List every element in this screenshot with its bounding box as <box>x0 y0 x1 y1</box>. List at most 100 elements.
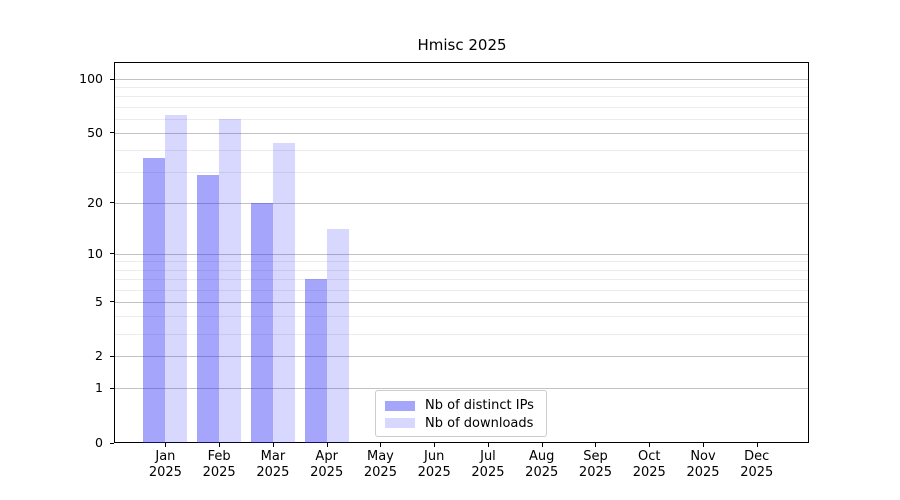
y-axis-tick-label: 100 <box>79 71 103 86</box>
gridline-minor <box>115 172 808 174</box>
x-axis-tick <box>272 443 274 447</box>
x-axis-month: Jul <box>480 449 496 464</box>
y-axis-tick <box>110 387 114 389</box>
x-axis-year: 2025 <box>740 464 774 480</box>
x-axis-year: 2025 <box>310 464 344 480</box>
x-axis-tick-label: Sep 2025 <box>563 449 627 480</box>
x-axis-month: Dec <box>744 449 770 464</box>
y-axis-tick-label: 10 <box>87 245 103 261</box>
gridline-major <box>115 79 808 80</box>
x-axis-year: 2025 <box>202 464 236 480</box>
gridline-minor <box>115 316 808 318</box>
gridline-major <box>115 301 808 303</box>
x-axis-year: 2025 <box>686 464 720 480</box>
gridline-major <box>115 388 808 390</box>
legend: Nb of distinct IPs Nb of downloads <box>375 390 547 437</box>
x-axis-month: Oct <box>637 449 661 464</box>
y-axis-tick-label: 50 <box>87 124 103 140</box>
gridline-major <box>115 132 808 134</box>
x-axis-tick <box>165 443 167 447</box>
x-axis-tick-label: Aug 2025 <box>510 449 574 480</box>
x-axis-tick-label: Nov 2025 <box>671 449 735 480</box>
y-axis-tick-label: 5 <box>95 293 103 309</box>
x-axis-tick <box>380 443 382 447</box>
legend-item: Nb of downloads <box>385 415 538 433</box>
gridline-minor <box>115 333 808 335</box>
x-axis-tick-label: Dec 2025 <box>725 449 789 480</box>
x-axis-year: 2025 <box>578 464 613 480</box>
gridline-minor <box>115 150 808 152</box>
x-axis-month: Mar <box>260 449 286 464</box>
x-axis-month: Nov <box>690 449 716 464</box>
x-axis-tick-label: May 2025 <box>348 449 412 480</box>
x-axis-tick-label: Feb 2025 <box>187 449 251 480</box>
x-axis-tick-label: Jan 2025 <box>133 449 197 480</box>
x-axis-month: Sep <box>583 449 608 464</box>
x-axis-year: 2025 <box>525 464 559 480</box>
y-axis-tick-label: 20 <box>87 194 103 210</box>
x-axis-tick <box>434 443 436 447</box>
y-axis-tick <box>110 202 114 204</box>
x-axis-year: 2025 <box>632 464 666 480</box>
x-axis-month: May <box>366 449 394 464</box>
bar-nb-of-distinct-ips-mar <box>250 202 273 443</box>
gridline-minor <box>115 96 808 98</box>
bar-nb-of-distinct-ips-feb <box>197 174 220 443</box>
bar-nb-of-distinct-ips-jan <box>143 158 166 443</box>
bar-nb-of-downloads-feb <box>219 118 242 443</box>
bar-nb-of-downloads-jan <box>165 114 188 443</box>
x-axis-tick <box>487 443 489 447</box>
x-axis-tick-label: Jun 2025 <box>402 449 466 480</box>
x-axis-tick-label: Mar 2025 <box>241 449 305 480</box>
plot-area <box>114 62 809 443</box>
x-axis-year: 2025 <box>256 464 290 480</box>
x-axis-month: Feb <box>207 449 231 464</box>
gridline-major <box>115 253 808 255</box>
y-axis-tick-label: 0 <box>95 435 103 450</box>
x-axis-tick <box>756 443 758 447</box>
x-axis-year: 2025 <box>148 464 182 480</box>
x-axis-month: Jan <box>155 449 176 464</box>
legend-label: Nb of downloads <box>425 415 534 431</box>
bar-nb-of-distinct-ips-apr <box>304 278 327 443</box>
legend-label: Nb of distinct IPs <box>425 398 534 414</box>
gridline-minor <box>115 118 808 120</box>
gridline-minor <box>115 269 808 271</box>
bar-nb-of-downloads-apr <box>326 229 349 443</box>
gridline-major <box>115 356 808 358</box>
chart-title: Hmisc 2025 <box>417 36 507 54</box>
x-axis-tick <box>219 443 221 447</box>
legend-swatch-nb-of-distinct-ips <box>385 400 415 411</box>
x-axis-year: 2025 <box>363 464 397 480</box>
gridline-major <box>115 202 808 204</box>
x-axis-tick <box>649 443 651 447</box>
y-axis-tick <box>110 301 114 303</box>
y-axis-tick-label: 1 <box>95 380 103 396</box>
gridline-minor <box>115 261 808 263</box>
y-axis-tick <box>110 355 114 357</box>
y-axis-tick <box>110 442 114 444</box>
x-axis-month: Aug <box>529 449 555 464</box>
x-axis-tick-label: Apr 2025 <box>295 449 359 480</box>
x-axis-tick <box>595 443 597 447</box>
gridline-minor <box>115 289 808 291</box>
gridline-minor <box>115 87 808 89</box>
x-axis-tick <box>326 443 328 447</box>
x-axis-year: 2025 <box>471 464 505 480</box>
x-axis-month: Apr <box>315 449 338 464</box>
gridline-minor <box>115 106 808 108</box>
x-axis-tick <box>541 443 543 447</box>
y-axis-tick <box>110 253 114 255</box>
y-axis-tick <box>110 78 114 80</box>
x-axis-tick-label: Jul 2025 <box>456 449 520 480</box>
legend-item: Nb of distinct IPs <box>385 397 538 415</box>
x-axis-month: Jun <box>424 449 445 464</box>
x-axis-year: 2025 <box>417 464 451 480</box>
x-axis-tick-label: Oct 2025 <box>617 449 681 480</box>
bar-nb-of-downloads-mar <box>272 142 295 443</box>
y-axis-tick <box>110 132 114 134</box>
legend-swatch-nb-of-downloads <box>385 418 415 429</box>
x-axis-tick <box>703 443 704 447</box>
y-axis-tick-label: 2 <box>95 348 103 364</box>
